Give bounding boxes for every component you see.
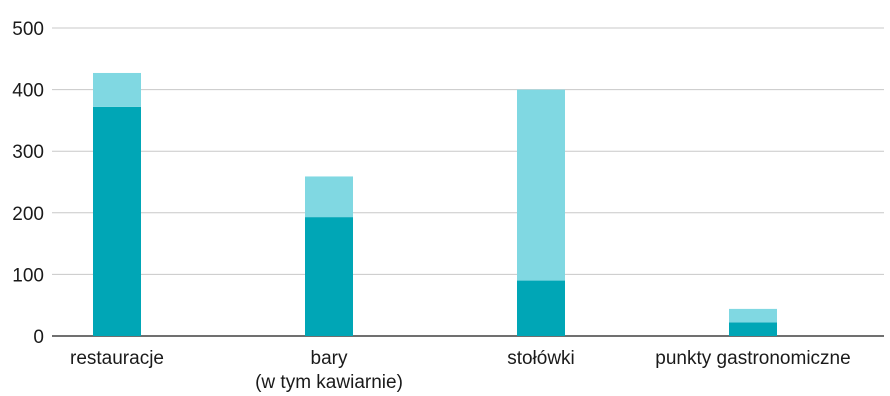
bar-segment-series-2: [729, 309, 777, 323]
x-category-label: stołówki: [507, 348, 575, 369]
y-tick-label: 0: [33, 327, 44, 348]
x-category-label: (w tym kawiarnie): [255, 372, 403, 393]
x-category-label: restauracje: [70, 348, 164, 369]
y-tick-label: 500: [12, 19, 44, 40]
y-axis-ticks: 0 100 200 300 400 500: [12, 19, 44, 348]
y-tick-label: 200: [12, 204, 44, 225]
bar-segment-series-1: [93, 107, 141, 336]
bar-segment-series-2: [305, 176, 353, 217]
bar-segment-series-1: [517, 281, 565, 336]
bar-segment-series-2: [93, 73, 141, 107]
bar-segment-series-1: [729, 322, 777, 336]
bars: [93, 73, 777, 336]
x-category-label: bary: [311, 348, 348, 369]
y-tick-label: 300: [12, 142, 44, 163]
gridlines: [52, 28, 884, 336]
x-category-label: punkty gastronomiczne: [655, 348, 850, 369]
y-tick-label: 100: [12, 265, 44, 286]
x-axis-category-labels: restauracje bary (w tym kawiarnie) stołówki…: [70, 348, 851, 393]
bar-segment-series-1: [305, 217, 353, 336]
bar-segment-series-2: [517, 90, 565, 281]
y-tick-label: 400: [12, 81, 44, 102]
